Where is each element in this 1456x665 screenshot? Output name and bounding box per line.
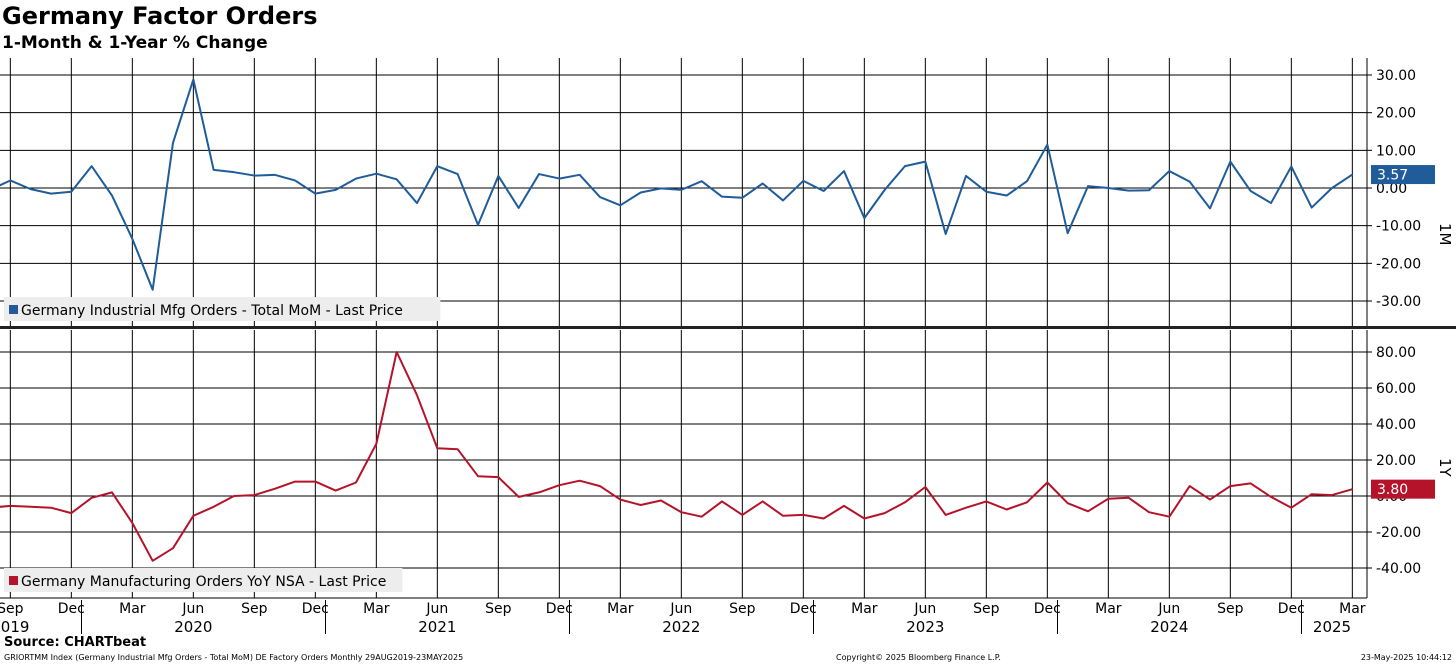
y-tick-label: -20.00	[1376, 256, 1421, 272]
x-month-label: Mar	[607, 601, 634, 617]
y-tick-label: 20.00	[1376, 106, 1416, 122]
legend-bg	[4, 297, 441, 321]
x-month-label: Sep	[0, 601, 24, 617]
x-month-label: Sep	[729, 601, 756, 617]
y-tick-label: 80.00	[1376, 345, 1416, 361]
panel-label-yoy: 1Y	[1436, 458, 1454, 478]
panel-yoy: 80.0060.0040.0020.000.00-20.00-40.00Germ…	[0, 330, 1454, 598]
x-month-label: Dec	[790, 601, 817, 617]
x-month-label: Mar	[119, 601, 146, 617]
chart-title: Germany Factor Orders	[2, 2, 318, 30]
y-tick-label: -40.00	[1376, 561, 1421, 577]
legend-swatch	[9, 305, 18, 314]
x-month-label: Jun	[669, 601, 692, 617]
x-month-label: Sep	[973, 601, 1000, 617]
x-month-label: Dec	[1034, 601, 1061, 617]
series-line-mom	[0, 78, 1353, 291]
legend-yoy: Germany Manufacturing Orders YoY NSA - L…	[4, 568, 403, 592]
footer-timestamp: 23-May-2025 10:44:12	[1360, 653, 1452, 662]
chart-subtitle: 1-Month & 1-Year % Change	[2, 33, 268, 53]
x-year-label: 2020	[174, 618, 212, 636]
source-label: Source: CHARTbeat	[4, 635, 147, 650]
y-tick-label: -30.00	[1376, 294, 1421, 310]
panel-label-mom: 1M	[1436, 223, 1454, 246]
x-month-label: Dec	[1278, 601, 1305, 617]
x-year-label: 2019	[0, 618, 29, 636]
panel-separator	[0, 326, 1456, 329]
legend-swatch	[9, 576, 18, 585]
last-value-tag	[1371, 165, 1435, 185]
x-year-label: 2021	[418, 618, 456, 636]
x-year-label: 2024	[1150, 618, 1188, 636]
panel-mom: 30.00 20.00 10.00 0.00 -10.00 -20.00 -30.00 Ger…	[0, 58, 1454, 328]
x-month-label: Mar	[851, 601, 878, 617]
x-year-label: 2022	[662, 618, 700, 636]
y-tick-label: -20.00	[1376, 525, 1421, 541]
x-month-label: Jun	[181, 601, 204, 617]
last-value-label: 3.80	[1377, 482, 1408, 498]
x-month-label: Mar	[1095, 601, 1122, 617]
y-tick-label: 20.00	[1376, 453, 1416, 469]
x-month-label: Jun	[425, 601, 448, 617]
x-year-label: 2025	[1313, 618, 1351, 636]
x-month-label: Sep	[485, 601, 512, 617]
legend-label: Germany Industrial Mfg Orders - Total Mo…	[21, 303, 403, 319]
y-tick-label: 10.00	[1376, 143, 1416, 159]
y-tick-label: 60.00	[1376, 381, 1416, 397]
x-month-label: Dec	[546, 601, 573, 617]
y-tick-label: 30.00	[1376, 68, 1416, 84]
x-month-label: Jun	[1157, 601, 1180, 617]
x-month-label: Jun	[913, 601, 936, 617]
footer-index-description: GRIORTMM Index (Germany Industrial Mfg O…	[4, 653, 464, 662]
x-year-label: 2023	[906, 618, 944, 636]
legend-label: Germany Manufacturing Orders YoY NSA - L…	[21, 574, 386, 590]
legend-bg	[4, 568, 403, 592]
footer-copyright: Copyright© 2025 Bloomberg Finance L.P.	[836, 653, 1001, 662]
x-month-label: Dec	[302, 601, 329, 617]
x-month-label: Sep	[1217, 601, 1244, 617]
x-month-label: Mar	[363, 601, 390, 617]
y-tick-label: 0.00	[1376, 181, 1407, 197]
x-month-label: Sep	[241, 601, 268, 617]
y-tick-label: 40.00	[1376, 417, 1416, 433]
y-tick-label: -10.00	[1376, 219, 1421, 235]
last-value-label: 3.57	[1377, 168, 1408, 184]
series-line-yoy	[0, 351, 1353, 562]
legend-mom: Germany Industrial Mfg Orders - Total Mo…	[4, 297, 441, 321]
last-value-tag	[1371, 479, 1435, 499]
x-month-label: Mar	[1339, 601, 1366, 617]
x-month-label: Dec	[58, 601, 85, 617]
